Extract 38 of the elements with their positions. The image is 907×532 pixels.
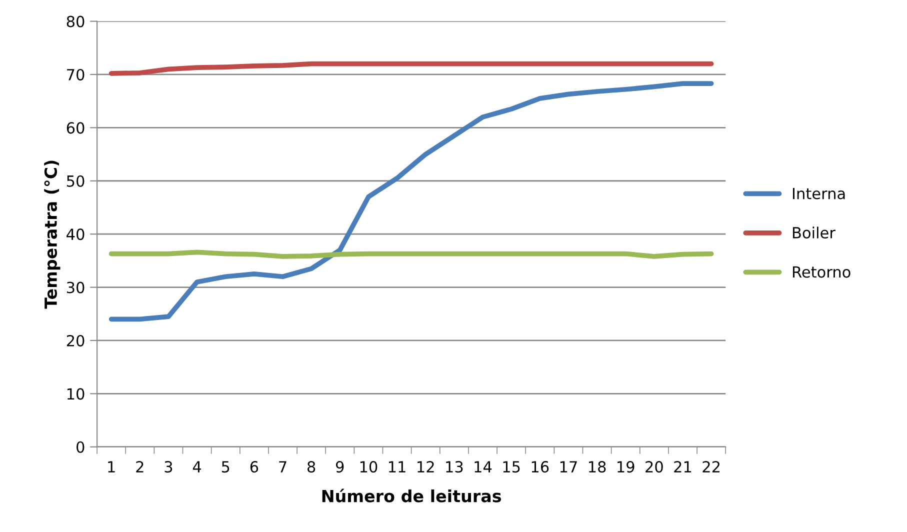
legend-label: Boiler [792, 226, 836, 239]
x-tick-label: 12 [418, 461, 434, 472]
x-tick-label: 7 [279, 461, 286, 472]
y-tick-label: 80 [66, 16, 84, 28]
x-tick-label: 20 [646, 461, 663, 473]
x-tick-label: 17 [560, 461, 577, 472]
line-series [108, 81, 714, 322]
line-series [108, 61, 714, 76]
x-tick-label: 18 [588, 461, 606, 473]
x-axis-title: Número de leituras [322, 488, 502, 502]
y-tick-label: 20 [66, 334, 84, 346]
x-tick-label: 11 [388, 461, 406, 472]
x-tick-label: 2 [136, 461, 144, 472]
x-tick-label: 14 [474, 461, 492, 472]
x-tick-label: 10 [360, 461, 378, 473]
x-tick-label: 1 [108, 461, 115, 472]
y-tick-label: 70 [67, 68, 84, 80]
x-tick-label: 13 [446, 461, 463, 473]
x-tick-label: 22 [702, 461, 720, 472]
x-tick-label: 5 [222, 461, 230, 473]
x-tick-label: 21 [674, 461, 692, 472]
y-tick-label: 10 [67, 388, 84, 400]
y-tick-label: 50 [66, 175, 84, 187]
x-tick-label: 16 [532, 461, 549, 473]
x-tick-label: 15 [503, 461, 520, 473]
x-tick-label: 6 [250, 461, 258, 473]
y-axis-title: Temperatra (°C) [44, 160, 60, 309]
x-tick-label: 8 [308, 461, 316, 473]
legend-label: Interna [792, 188, 845, 200]
x-tick-label: 4 [192, 461, 202, 472]
x-tick-label: 19 [618, 461, 634, 473]
y-tick-label: 60 [66, 122, 84, 134]
x-tick-label: 3 [164, 461, 172, 473]
y-tick-label: 40 [66, 228, 84, 240]
x-tick-label: 9 [336, 461, 344, 473]
y-tick-label: 30 [66, 282, 84, 294]
legend-label: Retorno [792, 266, 850, 278]
y-tick-label: 0 [76, 441, 84, 453]
